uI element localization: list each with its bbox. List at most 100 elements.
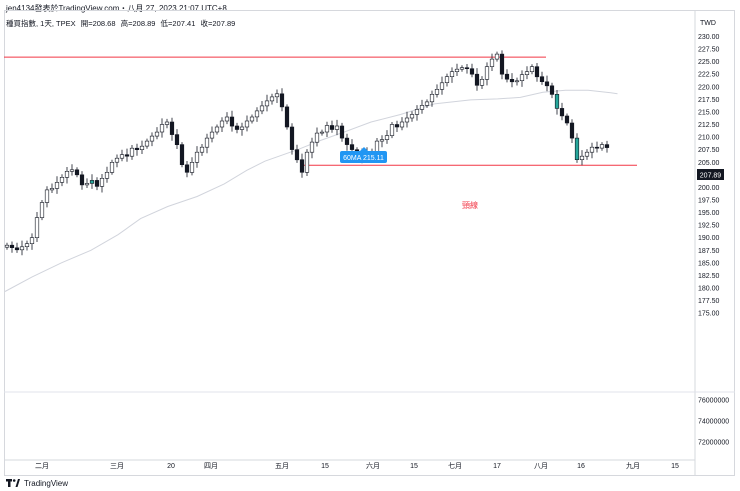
candle-body bbox=[124, 154, 130, 157]
candle-body bbox=[94, 180, 100, 187]
candle-body bbox=[154, 131, 160, 137]
candle-body bbox=[224, 116, 230, 122]
candle-body bbox=[604, 144, 610, 148]
tradingview-logo-icon bbox=[6, 479, 20, 487]
candle bbox=[64, 167, 70, 184]
candle bbox=[559, 102, 565, 121]
candle-body bbox=[514, 80, 520, 83]
candle-body bbox=[244, 120, 250, 128]
candle bbox=[199, 144, 205, 156]
candle bbox=[489, 53, 495, 71]
candle-body bbox=[159, 124, 165, 133]
candle bbox=[529, 64, 535, 75]
candle bbox=[419, 99, 425, 114]
candle bbox=[479, 76, 485, 89]
candle-body bbox=[9, 244, 15, 248]
high-value: 高=208.89 bbox=[120, 19, 156, 28]
candle bbox=[474, 68, 480, 91]
candle-body bbox=[434, 89, 440, 95]
candle bbox=[129, 145, 135, 160]
volume-tick-label: 74000000 bbox=[698, 419, 729, 426]
candle-body bbox=[494, 53, 500, 60]
candle-body bbox=[544, 81, 550, 87]
candle bbox=[219, 117, 225, 132]
candle-body bbox=[409, 114, 415, 119]
time-tick-label: 20 bbox=[167, 463, 175, 470]
candle bbox=[329, 120, 335, 133]
candle bbox=[589, 142, 595, 159]
candle-body bbox=[4, 244, 10, 248]
candle-body bbox=[289, 126, 295, 150]
price-axis[interactable]: 230.00 227.50 225.00 222.50 220.00 217.50 215.… bbox=[698, 34, 720, 318]
candle bbox=[54, 176, 60, 194]
candle bbox=[69, 164, 75, 176]
candle-body bbox=[309, 141, 315, 153]
candle-body bbox=[229, 116, 235, 127]
candle bbox=[424, 99, 430, 108]
candle bbox=[179, 142, 185, 168]
price-tick-label: 230.00 bbox=[698, 34, 720, 41]
candle bbox=[264, 94, 270, 112]
candle-body bbox=[499, 53, 505, 75]
candle bbox=[59, 174, 65, 187]
candle-body bbox=[399, 121, 405, 128]
candle-body bbox=[549, 85, 555, 95]
candle-body bbox=[379, 139, 385, 142]
candle-body bbox=[34, 217, 40, 239]
candle-body bbox=[439, 82, 445, 90]
price-tick-label: 187.50 bbox=[698, 248, 720, 255]
last-price-box bbox=[697, 169, 724, 180]
price-tick-label: 190.00 bbox=[698, 235, 720, 242]
candle-body bbox=[454, 68, 460, 72]
candle-body bbox=[574, 137, 580, 161]
candle bbox=[154, 127, 160, 140]
time-tick-label: 16 bbox=[577, 463, 585, 470]
candle-body bbox=[479, 79, 485, 86]
candle-body bbox=[274, 93, 280, 98]
candle-body bbox=[69, 169, 75, 172]
candle-body bbox=[54, 182, 60, 189]
candle bbox=[214, 124, 220, 135]
candle bbox=[509, 73, 515, 88]
candle bbox=[549, 82, 555, 99]
currency-label: TWD bbox=[700, 20, 716, 27]
price-tick-label: 185.00 bbox=[698, 260, 720, 267]
candle-body bbox=[324, 125, 330, 133]
candle bbox=[579, 150, 585, 166]
candle bbox=[399, 117, 405, 131]
candle bbox=[464, 64, 470, 74]
candle bbox=[79, 171, 85, 190]
candle bbox=[599, 142, 605, 151]
candle-body bbox=[149, 135, 155, 142]
candle-body bbox=[329, 125, 335, 130]
candle bbox=[594, 141, 600, 153]
candle bbox=[284, 104, 290, 130]
candle bbox=[379, 135, 385, 148]
candle bbox=[134, 143, 140, 156]
candle-body bbox=[239, 126, 245, 130]
candle-body bbox=[394, 124, 400, 128]
candle-body bbox=[589, 146, 595, 153]
candle bbox=[139, 140, 145, 154]
candle-body bbox=[564, 115, 570, 124]
candle bbox=[299, 153, 305, 178]
candle bbox=[444, 73, 450, 87]
publisher-caption: jen4134發表於TradingView.com・八月 27, 2023 21… bbox=[6, 4, 227, 13]
candle bbox=[584, 149, 590, 160]
candle bbox=[234, 122, 240, 134]
candle bbox=[409, 111, 415, 122]
candle bbox=[389, 122, 395, 139]
candle-body bbox=[269, 96, 275, 102]
candle bbox=[404, 111, 410, 128]
candle bbox=[324, 121, 330, 137]
time-axis[interactable]: 二月 三月 20 四月 五月 15 六月 15 七月 17 八月 16 九月 15 bbox=[35, 461, 679, 470]
candle bbox=[484, 62, 490, 86]
candle bbox=[249, 114, 255, 124]
open-value: 開=208.68 bbox=[80, 19, 116, 28]
price-tick-label: 195.00 bbox=[698, 210, 720, 217]
candle-body bbox=[384, 135, 390, 140]
candle-body bbox=[24, 243, 30, 247]
candle bbox=[189, 157, 195, 176]
candle-body bbox=[474, 73, 480, 86]
